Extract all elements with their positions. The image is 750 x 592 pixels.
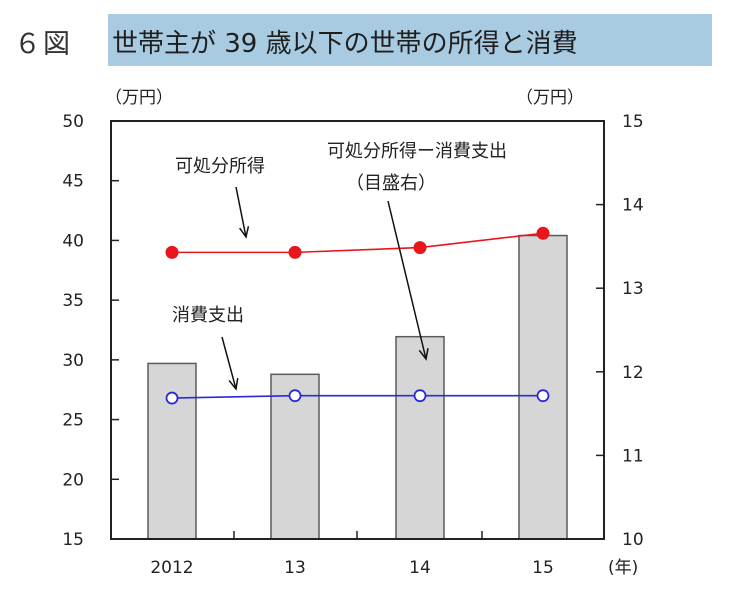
point-consumption-expenditure bbox=[536, 389, 550, 403]
axes-layer: 15 20 25 30 35 40 45 50 10 11 12 13 14 15 2012 13 14 15 bbox=[62, 112, 643, 578]
left-axis-tick-label: 30 bbox=[62, 351, 84, 371]
left-axis-tick-label: 15 bbox=[62, 530, 84, 550]
right-axis-tick-label: 11 bbox=[622, 446, 644, 466]
annotation-disposable-income: 可処分所得 bbox=[175, 156, 265, 177]
point-disposable-income bbox=[165, 245, 179, 259]
left-axis-unit: （万円） bbox=[105, 88, 173, 108]
bar-disposable-minus-consumption bbox=[147, 362, 197, 540]
arrow-income-minus-consumption bbox=[387, 200, 427, 360]
series-line-consumption-expenditure bbox=[171, 394, 543, 399]
x-axis-tick-label: 2012 bbox=[150, 558, 193, 578]
right-axis-tick-label: 10 bbox=[622, 530, 644, 550]
left-axis-tick-label: 40 bbox=[62, 231, 84, 251]
arrow-income-minus-consumption-head bbox=[418, 348, 429, 361]
right-axis-tick-label: 15 bbox=[622, 112, 644, 132]
figure-title: 世帯主が 39 歳以下の世帯の所得と消費 bbox=[112, 29, 578, 59]
arrow-consumption-expenditure bbox=[221, 336, 237, 390]
series-line-disposable-income bbox=[172, 232, 544, 254]
figure-number: ６図 bbox=[14, 29, 72, 60]
line-layer bbox=[165, 226, 550, 405]
arrow-disposable-income-head bbox=[239, 226, 250, 239]
left-axis-tick-label: 25 bbox=[62, 411, 84, 431]
point-disposable-income bbox=[536, 226, 550, 240]
right-axis-tick-label: 13 bbox=[622, 279, 644, 299]
point-disposable-income bbox=[413, 241, 427, 255]
left-axis-tick-label: 45 bbox=[62, 172, 84, 192]
left-axis-tick-label: 50 bbox=[62, 112, 84, 132]
point-consumption-expenditure bbox=[413, 389, 427, 403]
point-disposable-income bbox=[288, 245, 302, 259]
annotation-income-minus-consumption: 可処分所得ー消費支出 bbox=[327, 141, 507, 162]
annotation-right-axis-note: （目盛右） bbox=[346, 173, 436, 194]
arrow-disposable-income bbox=[235, 186, 247, 238]
bar-disposable-minus-consumption bbox=[395, 335, 445, 540]
x-axis-tick-label: 14 bbox=[409, 558, 431, 578]
bar-layer bbox=[147, 234, 568, 540]
point-consumption-expenditure bbox=[165, 391, 179, 405]
left-axis-tick-label: 20 bbox=[62, 470, 84, 490]
right-axis-tick-label: 12 bbox=[622, 363, 644, 383]
x-axis-tick-label: 15 bbox=[532, 558, 554, 578]
arrow-consumption-expenditure-head bbox=[228, 378, 239, 391]
title-banner bbox=[108, 14, 712, 66]
right-axis-tick-label: 14 bbox=[622, 196, 644, 216]
annotation-consumption-expenditure: 消費支出 bbox=[172, 305, 244, 326]
annotation-layer: 可処分所得 可処分所得ー消費支出 （目盛右） 消費支出 bbox=[172, 141, 507, 391]
right-axis-unit: （万円） bbox=[516, 88, 584, 108]
point-consumption-expenditure bbox=[288, 389, 302, 403]
bar-disposable-minus-consumption bbox=[518, 234, 568, 540]
x-axis-tick-label: 13 bbox=[284, 558, 306, 578]
x-axis-unit: (年) bbox=[608, 558, 638, 578]
left-axis-tick-label: 35 bbox=[62, 291, 84, 311]
